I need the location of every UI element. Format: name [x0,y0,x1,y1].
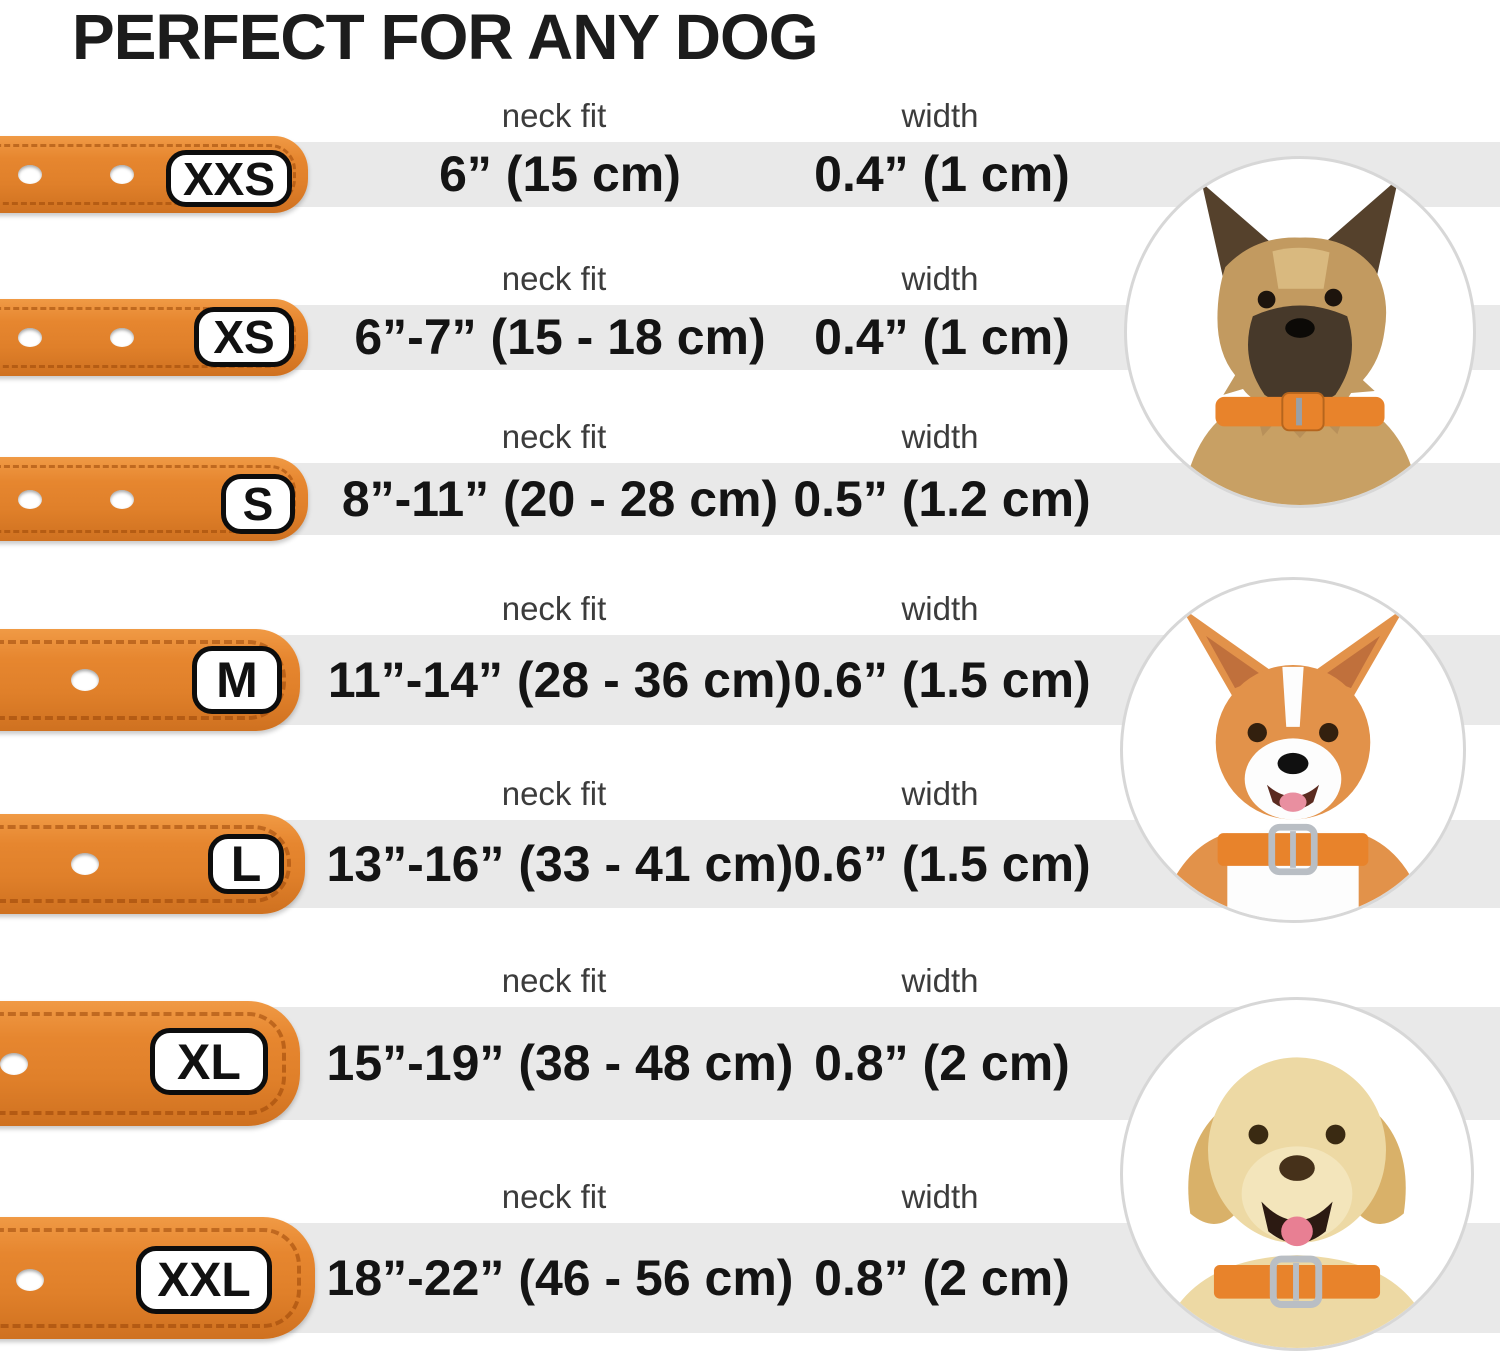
neck-fit-value: 15”-19” (38 - 48 cm) [326,1035,794,1091]
terrier-illustration [1181,178,1420,505]
width-value: 0.6” (1.5 cm) [793,836,1091,892]
size-badge: XS [194,307,294,367]
column-header-neck-fit: neck fit [501,962,607,999]
dog-photo-corgi [1120,577,1466,923]
column-header-neck-fit: neck fit [501,775,607,812]
column-header-neck-fit: neck fit [501,97,607,134]
column-header-width: width [901,775,979,812]
size-badge: L [208,834,284,894]
size-badge: XXS [166,150,292,207]
size-badge: M [192,646,282,714]
collar-stitching [0,1228,301,1328]
width-value: 0.5” (1.2 cm) [793,471,1091,527]
neck-fit-value: 8”-11” (20 - 28 cm) [341,471,779,527]
corgi-illustration [1157,607,1429,920]
collar-hole [18,165,42,184]
column-header-width: width [901,590,979,627]
column-header-neck-fit: neck fit [501,1178,607,1215]
dog-photo-labrador [1120,997,1474,1351]
column-header-neck-fit: neck fit [501,590,607,627]
page-title: PERFECT FOR ANY DOG [72,1,818,73]
neck-fit-value: 6” (15 cm) [439,146,681,202]
dog-photo-terrier [1124,156,1476,508]
column-header-width: width [901,962,979,999]
collar-hole [18,328,42,347]
width-value: 0.4” (1 cm) [814,146,1070,202]
width-value: 0.8” (2 cm) [814,1035,1070,1091]
column-header-neck-fit: neck fit [501,260,607,297]
collar-hole [0,1053,28,1075]
neck-fit-value: 11”-14” (28 - 36 cm) [327,652,793,708]
width-value: 0.8” (2 cm) [814,1250,1070,1306]
collar-hole [110,490,134,509]
collar-stitching [0,825,291,903]
collar-stitching [0,307,296,368]
collar-hole [71,669,99,691]
collar-hole [16,1269,44,1291]
column-header-width: width [901,260,979,297]
neck-fit-value: 6”-7” (15 - 18 cm) [354,309,766,365]
neck-fit-value: 18”-22” (46 - 56 cm) [326,1250,794,1306]
collar-stitching [0,640,286,720]
labrador-illustration [1158,1057,1436,1348]
column-header-width: width [901,1178,979,1215]
neck-fit-value: 13”-16” (33 - 41 cm) [326,836,794,892]
width-value: 0.6” (1.5 cm) [793,652,1091,708]
collar-hole [110,165,134,184]
width-value: 0.4” (1 cm) [814,309,1070,365]
size-badge: XXL [136,1246,272,1314]
collar-hole [18,490,42,509]
collar-stitching [0,1012,286,1115]
column-header-width: width [901,97,979,134]
size-badge: S [221,474,295,534]
collar-stitching [0,144,296,205]
collar-hole [71,853,99,875]
size-badge: XL [150,1028,268,1095]
column-header-width: width [901,418,979,455]
collar-hole [110,328,134,347]
column-header-neck-fit: neck fit [501,418,607,455]
